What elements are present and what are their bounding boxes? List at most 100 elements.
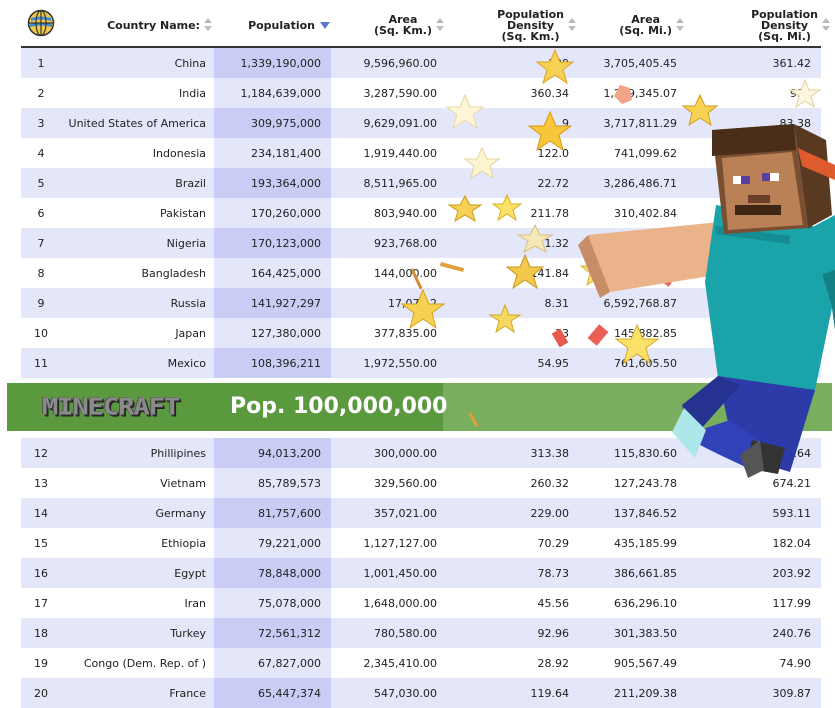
table-row: 17 Iran 75,078,000 1,648,000.00 45.56 636,296…: [21, 588, 821, 618]
cell-area-mi: 137,846.52: [614, 506, 677, 520]
sort-arrows-icon: [822, 18, 830, 32]
cell-area-mi: 3: [670, 236, 677, 250]
cell-rank: 11: [34, 356, 48, 370]
cell-area-km: 329,560.00: [374, 476, 437, 490]
cell-dens-mi: [713, 318, 811, 348]
cell-dens-km: 119.64: [530, 686, 570, 700]
cell-country: Nigeria: [166, 236, 206, 250]
cell-dens-km: 78.73: [537, 566, 570, 580]
header-area-mi-line1: Area: [631, 13, 661, 26]
cell-area-mi: 145,882.85: [614, 326, 677, 340]
header-density-km-line3: (Sq. Km.): [501, 29, 560, 43]
cell-area-km: 923,768.00: [374, 236, 437, 250]
table-row: 3 United States of America 309,975,000 9,62…: [21, 108, 821, 138]
population-column-highlight: [214, 618, 331, 648]
cell-population: 141,927,297: [251, 296, 321, 310]
cell-dens-km: 8.31: [544, 296, 570, 310]
cell-area-km: 1,648,000.00: [363, 596, 437, 610]
table-row: 10 Japan 127,380,000 377,835.00 33 145,882.85: [21, 318, 821, 348]
cell-area-km: 17,075,2: [388, 296, 437, 310]
cell-dens-mi: 361.42: [772, 56, 812, 70]
header-density-mi[interactable]: Population Density (Sq. Mi.): [735, 6, 830, 44]
cell-area-mi: 1,269,345.07: [603, 86, 677, 100]
cell-rank: 10: [34, 326, 48, 340]
cell-population: 65,447,374: [258, 686, 321, 700]
cell-rank: 14: [34, 506, 48, 520]
cell-rank: 19: [34, 656, 48, 670]
cell-area-mi: 3,286,486.71: [603, 176, 677, 190]
table-row: 14 Germany 81,757,600 357,021.00 229.00 137,8…: [21, 498, 821, 528]
cell-dens-mi: [713, 138, 811, 168]
cell-area-km: 144,000.00: [374, 266, 437, 280]
sort-arrows-icon: [676, 18, 684, 32]
cell-rank: 20: [34, 686, 48, 700]
cell-population: 1,339,190,000: [240, 56, 321, 70]
cell-dens-km: 360.34: [530, 86, 570, 100]
cell-country: Germany: [155, 506, 206, 520]
sort-arrows-icon: [204, 18, 212, 32]
cell-dens-km: 45.56: [537, 596, 570, 610]
cell-dens-mi: 674.21: [772, 476, 812, 490]
cell-country: Mexico: [167, 356, 206, 370]
cell-dens-mi: 811.64: [772, 446, 812, 460]
cell-area-mi: 761,605.50: [614, 356, 677, 370]
cell-country: Phillipines: [150, 446, 206, 460]
minecraft-logo: MINECRAFT: [42, 394, 180, 421]
header-divider: [21, 46, 821, 48]
cell-area-km: 3,287,590.00: [363, 86, 437, 100]
header-area-km[interactable]: Area (Sq. Km.): [360, 6, 444, 44]
cell-dens-km: 229.00: [530, 506, 570, 520]
cell-area-km: 1,001,450.00: [363, 566, 437, 580]
cell-rank: 2: [37, 86, 45, 100]
milestone-banner-text: Pop. 100,000,000: [230, 394, 448, 419]
cell-population: 309,975,000: [251, 116, 321, 130]
cell-dens-mi: 182.04: [772, 536, 812, 550]
cell-population: 79,221,000: [258, 536, 321, 550]
cell-country: Japan: [175, 326, 206, 340]
population-column-highlight: [214, 138, 331, 168]
cell-country: Vietnam: [160, 476, 206, 490]
cell-population: 1,184,639,000: [240, 86, 321, 100]
header-density-mi-line1: Population: [751, 7, 818, 21]
cell-dens-km: 70.29: [537, 536, 570, 550]
cell-dens-mi: [713, 198, 811, 228]
table-row: 7 Nigeria 170,123,000 923,768.00 1.32 3: [21, 228, 821, 258]
cell-dens-km: 28.92: [537, 656, 570, 670]
cell-rank: 3: [37, 116, 45, 130]
cell-area-mi: 301,383.50: [614, 626, 677, 640]
cell-area-mi: 3,717,811.29: [603, 116, 677, 130]
table-row: 9 Russia 141,927,297 17,075,2 8.31 6,592,768.…: [21, 288, 821, 318]
cell-country: Pakistan: [159, 206, 206, 220]
cell-population: 170,123,000: [251, 236, 321, 250]
cell-dens-km: 22.72: [537, 176, 570, 190]
cell-dens-km: 122.0: [537, 146, 570, 160]
cell-dens-mi: 240.76: [772, 626, 812, 640]
cell-dens-km: 260.32: [530, 476, 570, 490]
cell-country: Indonesia: [152, 146, 206, 160]
cell-dens-mi: [713, 168, 811, 198]
header-density-km[interactable]: Population Density (Sq. Km.): [492, 6, 576, 44]
cell-country: Congo (Dem. Rep. of ): [83, 656, 206, 670]
header-population[interactable]: Population: [225, 6, 330, 44]
cell-dens-mi: 117.99: [772, 596, 812, 610]
header-area-km-line2: (Sq. Km.): [373, 24, 432, 37]
header-area-mi-line2: (Sq. Mi.): [619, 24, 672, 37]
cell-area-km: 300,000.00: [374, 446, 437, 460]
cell-dens-mi: [713, 258, 811, 288]
cell-country: Russia: [170, 296, 206, 310]
header-country[interactable]: Country Name:: [80, 6, 212, 44]
cell-dens-km: 1.32: [544, 236, 570, 250]
cell-area-km: 9,629,091.00: [363, 116, 437, 130]
sort-arrows-icon: [568, 18, 576, 32]
table-row: 6 Pakistan 170,260,000 803,940.00 211.78 310,…: [21, 198, 821, 228]
cell-rank: 18: [34, 626, 48, 640]
cell-country: Iran: [184, 596, 206, 610]
population-column-highlight: [214, 498, 331, 528]
population-column-highlight: [214, 438, 331, 468]
cell-dens-km: 33: [555, 326, 569, 340]
table-row: 1 China 1,339,190,000 9,596,960.00 139 3,705,…: [21, 48, 821, 78]
cell-rank: 5: [37, 176, 45, 190]
globe-icon: [27, 9, 55, 37]
cell-area-km: 1,919,440.00: [363, 146, 437, 160]
header-area-mi[interactable]: Area (Sq. Mi.): [610, 6, 684, 44]
